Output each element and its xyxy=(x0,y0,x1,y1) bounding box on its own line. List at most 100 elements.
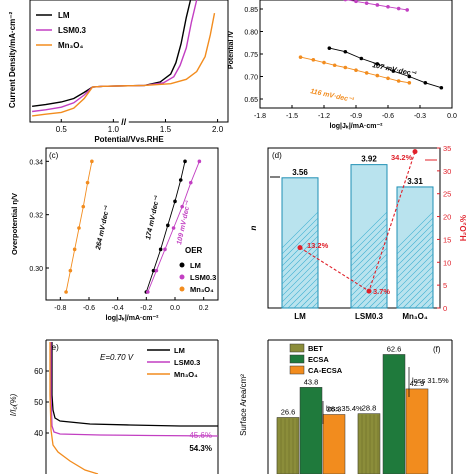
panel-c-point xyxy=(90,159,94,164)
x-axis-label: log|Jₖ|/mA·cm⁻² xyxy=(330,123,384,130)
y-tick-label: 60 xyxy=(34,367,43,376)
bar xyxy=(322,414,346,474)
bar-hatch xyxy=(435,165,474,308)
slope-annotation: 174 mV·dec⁻¹ xyxy=(145,194,161,240)
bar-hatch xyxy=(351,229,387,267)
bar-value-label: 42.9 xyxy=(410,379,425,388)
legend-swatch xyxy=(289,343,305,353)
axis-break-mark: // xyxy=(121,117,127,127)
panel-c-point xyxy=(145,290,150,294)
y-tick-label: 0.32 xyxy=(29,213,43,220)
panel-c-point xyxy=(151,268,156,273)
legend-entry: LSM0.3 xyxy=(174,358,200,367)
y-tick-label: 0.70 xyxy=(244,75,258,82)
y-tick-label: 50 xyxy=(34,398,43,407)
panel-c-point xyxy=(183,159,187,164)
legend-title: OER xyxy=(185,246,203,255)
panel-a-series-2 xyxy=(32,12,216,117)
x-tick-label: -0.2 xyxy=(140,305,152,312)
x-tick-label: 0.2 xyxy=(199,305,209,312)
panel-b-point xyxy=(343,65,348,70)
bar-hatch xyxy=(351,235,387,273)
panel-c-point xyxy=(163,247,167,252)
bar-hatch xyxy=(282,229,318,267)
panel-b-point xyxy=(405,8,410,12)
y2-tick-label: 20 xyxy=(443,213,451,222)
axis-break-gap xyxy=(118,118,129,126)
panel-b-point xyxy=(354,0,358,4)
legend-marker xyxy=(179,262,185,268)
legend-entry: LSM0.3 xyxy=(58,26,87,35)
x-tick-label: -1.5 xyxy=(286,113,298,120)
bar-value-label: 26.6 xyxy=(281,407,296,416)
h2o2-point xyxy=(366,288,372,294)
bar-hatch xyxy=(397,259,433,297)
y-axis-label: Current Density/mA·cm⁻² xyxy=(8,12,17,109)
legend-entry: Mn₃O₄ xyxy=(190,285,214,294)
bar-hatch xyxy=(397,211,433,249)
x-tick-label: -0.8 xyxy=(54,305,66,312)
bar-value-label: 28.8 xyxy=(362,404,377,413)
panel-c-point xyxy=(171,226,176,230)
panel-d-tag: (d) xyxy=(272,151,282,160)
bar-hatch xyxy=(282,241,318,279)
legend-marker xyxy=(179,286,185,292)
panel-b-point xyxy=(396,79,401,83)
y-tick-label: 0.75 xyxy=(244,52,258,59)
panel-f-tag: (f) xyxy=(433,345,441,354)
x-tick-label: -0.6 xyxy=(382,113,394,120)
x-tick-label: 2.0 xyxy=(212,125,224,134)
bar-hatch xyxy=(397,271,433,309)
panel-b-point xyxy=(386,4,390,9)
bar-hatch xyxy=(282,217,318,255)
panel-b-point xyxy=(343,0,348,2)
panel-e-series-0 xyxy=(51,342,218,427)
panel-e-tag: (e) xyxy=(49,343,59,352)
y-tick-label: 0.85 xyxy=(244,7,258,14)
y2-tick-label: 0 xyxy=(443,304,447,313)
x-tick-label: Mn₃O₄ xyxy=(402,312,427,321)
legend-entry: CA-ECSA xyxy=(308,366,343,375)
slope-annotation: 109 mV·dec⁻¹ xyxy=(176,199,192,245)
y2-axis-label: H₂O₂% xyxy=(459,215,468,241)
x-axis-label: Potential/Vvs.RHE xyxy=(94,135,164,144)
bar-hatch xyxy=(330,178,460,308)
panel-a-series-1 xyxy=(32,0,198,113)
legend-entry: BET xyxy=(308,344,323,353)
panel-b-point xyxy=(407,81,412,85)
loss-annotation: loss 35.4% xyxy=(326,404,363,413)
y-axis-label: Overpotential η/V xyxy=(10,193,19,255)
bar-hatch xyxy=(432,307,433,308)
bar-hatch xyxy=(282,223,318,261)
panel-c-point xyxy=(178,178,183,182)
y-axis-label: Surface Area/cm² xyxy=(239,374,248,436)
panel-c-point xyxy=(173,199,177,204)
bar-hatch xyxy=(397,223,433,261)
panel-c-point xyxy=(154,268,159,273)
panel-c-point xyxy=(72,247,77,252)
legend-entry: LM xyxy=(174,346,185,355)
y-tick-label: 0.65 xyxy=(244,97,258,104)
panel-b-point xyxy=(332,63,337,68)
legend-marker xyxy=(179,274,185,280)
panel-c-point xyxy=(85,180,90,185)
x-tick-label: 0.0 xyxy=(447,113,457,120)
bar-hatch xyxy=(351,223,387,261)
panel-b-point xyxy=(407,74,412,79)
loss-annotation: loss 31.5% xyxy=(412,376,449,385)
bar-hatch xyxy=(397,253,433,291)
x-tick-label: 1.5 xyxy=(160,125,172,134)
bar-hatch xyxy=(282,271,318,308)
bar xyxy=(281,177,319,309)
h2o2-point xyxy=(412,149,418,155)
bar-hatch xyxy=(282,211,318,249)
panel-b-point xyxy=(364,71,369,75)
y-axis-label: I/I₀(%) xyxy=(9,393,18,416)
y2-tick-label: 5 xyxy=(443,281,447,290)
panel-a-frame xyxy=(29,0,229,123)
panel-b-point xyxy=(354,68,358,72)
panel-b-point xyxy=(327,46,332,50)
h2o2-point xyxy=(297,245,303,251)
bar-hatch xyxy=(426,301,433,309)
